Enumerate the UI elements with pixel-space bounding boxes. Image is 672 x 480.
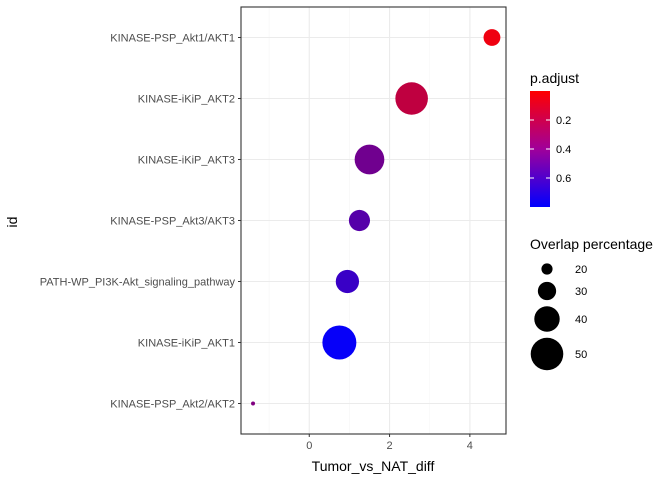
- data-point: [483, 29, 501, 46]
- size-legend-title: Overlap percentage: [530, 236, 653, 252]
- size-legend-label: 40: [575, 314, 587, 326]
- y-tick-label: KINASE-iKiP_AKT1: [138, 338, 235, 350]
- y-tick-label: KINASE-PSP_Akt2/AKT2: [110, 399, 235, 411]
- data-points: [251, 29, 501, 406]
- size-legend-label: 50: [575, 349, 587, 361]
- color-legend-title: p.adjust: [530, 70, 579, 86]
- y-tick-label: KINASE-iKiP_AKT3: [138, 155, 235, 167]
- x-axis-title: Tumor_vs_NAT_diff: [312, 458, 435, 474]
- y-tick-label: KINASE-PSP_Akt3/AKT3: [110, 216, 235, 228]
- size-legend-key: [537, 281, 557, 301]
- color-legend-bar: [530, 91, 550, 207]
- x-tick-label: 4: [467, 440, 473, 452]
- plot-panel: [240, 6, 507, 435]
- size-legend-key: [541, 263, 553, 275]
- y-tick-label: KINASE-PSP_Akt1/AKT1: [110, 33, 235, 45]
- y-tick-label: KINASE-iKiP_AKT2: [138, 94, 235, 106]
- x-tick-label: 2: [386, 440, 392, 452]
- data-point: [322, 325, 357, 360]
- color-legend-label: 0.6: [556, 173, 571, 185]
- data-point: [348, 209, 371, 232]
- color-legend: p.adjust 0.2 0.4 0.6: [530, 70, 579, 207]
- size-legend-key: [534, 306, 560, 332]
- size-legend-label: 20: [575, 264, 587, 276]
- data-point: [354, 144, 385, 175]
- color-legend-label: 0.4: [556, 144, 571, 156]
- y-tick-label: PATH-WP_PI3K-Akt_signaling_pathway: [40, 277, 236, 289]
- x-tick-labels: 0 2 4: [306, 434, 473, 452]
- color-legend-label: 0.2: [556, 115, 571, 127]
- size-legend: Overlap percentage 20 30 40 50: [530, 236, 653, 371]
- x-tick-label: 0: [306, 440, 312, 452]
- data-point: [395, 82, 428, 115]
- y-axis-title: id: [4, 217, 20, 228]
- size-legend-key: [530, 337, 564, 371]
- size-legend-label: 30: [575, 286, 587, 298]
- y-tick-labels: KINASE-PSP_Akt1/AKT1 KINASE-iKiP_AKT2 KINA…: [40, 33, 241, 411]
- data-point: [335, 269, 360, 294]
- data-point: [251, 401, 256, 406]
